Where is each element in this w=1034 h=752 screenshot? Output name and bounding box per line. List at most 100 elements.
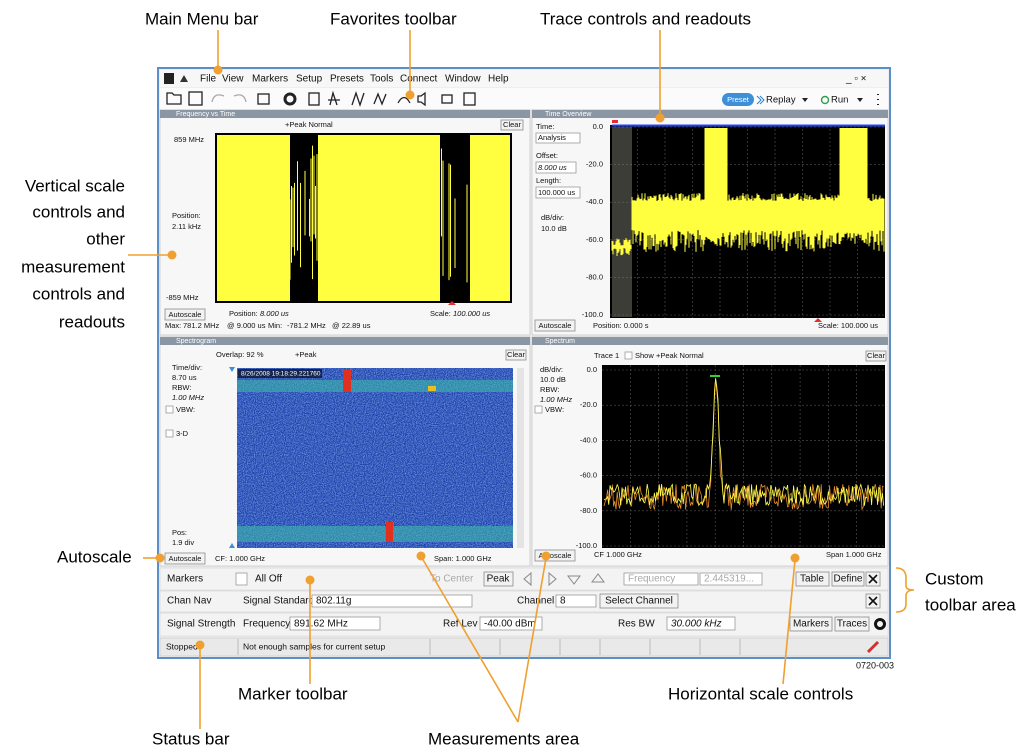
y-tick-label: -60.0	[580, 471, 597, 480]
leader-dot	[305, 575, 315, 585]
traces-button[interactable]	[834, 616, 870, 632]
show-checkbox[interactable]	[624, 351, 633, 360]
toolbar-label: Signal Strength	[167, 619, 235, 630]
time-marker	[612, 120, 618, 123]
callout: Main Menu bar	[145, 9, 259, 28]
pos-value: 1.9 div	[172, 538, 194, 547]
menu-item[interactable]: Presets	[330, 74, 364, 85]
menu-item[interactable]: Window	[445, 74, 481, 85]
menu-item[interactable]: Setup	[296, 74, 323, 85]
save-icon[interactable]	[188, 91, 203, 106]
peak-button[interactable]	[483, 571, 514, 587]
time-overview-panel: Time Overview Time: Analysis Offset: 8.0…	[531, 109, 889, 336]
length-value: 100.000 us	[538, 188, 575, 197]
preset-button[interactable]	[722, 93, 754, 106]
channel-value: 8	[560, 596, 566, 607]
select-channel-button[interactable]	[599, 593, 679, 609]
callout: readouts	[59, 312, 125, 331]
trace-icon[interactable]	[308, 92, 320, 106]
marker-nav-arrows[interactable]	[523, 571, 605, 587]
pos-label: Pos:	[172, 528, 187, 537]
scrollbar[interactable]	[517, 368, 524, 548]
menu-item[interactable]: Tools	[370, 74, 393, 85]
trace-detection: +Peak Normal	[656, 351, 704, 360]
markers-button[interactable]	[789, 616, 833, 632]
menu-item[interactable]: Help	[488, 74, 509, 85]
readout-type-dropdown[interactable]	[623, 572, 699, 586]
standard-dropdown[interactable]	[311, 594, 473, 608]
settings-icon[interactable]	[283, 92, 297, 106]
y-tick-label: -100.0	[582, 310, 603, 319]
menu-item[interactable]: Connect	[400, 74, 437, 85]
fvt-trace	[470, 135, 510, 301]
frequency-vs-time-panel: Frequency vs Time +Peak Normal Clear 859…	[159, 109, 531, 336]
window-icon[interactable]	[257, 93, 270, 105]
min-at: @ 22.89 us	[332, 321, 371, 330]
autoscale-label: Autoscale	[539, 321, 572, 330]
top-readout: 859 MHz	[174, 135, 204, 144]
length-input[interactable]	[535, 186, 581, 199]
open-icon[interactable]	[166, 92, 182, 105]
y-tick-label: -40.0	[586, 197, 603, 206]
redo-icon[interactable]	[233, 94, 247, 103]
spectrum-icon[interactable]	[373, 92, 387, 106]
undo-icon[interactable]	[211, 94, 225, 103]
res-bw-input[interactable]	[666, 616, 736, 631]
table-button[interactable]	[795, 571, 830, 587]
autoscale-button[interactable]	[534, 319, 576, 332]
markers-label: Markers	[793, 619, 829, 630]
demod-icon[interactable]	[397, 96, 411, 104]
ref-lev-input[interactable]	[479, 616, 543, 631]
menu-item[interactable]: Markers	[252, 74, 288, 85]
leader-dot	[416, 551, 426, 561]
trace-select[interactable]: Trace 1	[594, 351, 619, 360]
autoscale-button[interactable]	[534, 549, 576, 562]
trace-detection: +Peak	[295, 350, 317, 359]
menu-item[interactable]: View	[222, 74, 244, 85]
marker-dropdown[interactable]	[235, 572, 248, 586]
window-controls[interactable]: _ ▫ ×	[845, 74, 867, 85]
y-tick-label: -20.0	[586, 160, 603, 169]
replay-button[interactable]: Replay	[766, 95, 796, 106]
camera-icon[interactable]	[441, 94, 453, 104]
marker-icon[interactable]	[351, 90, 365, 108]
y-tick-label: -100.0	[576, 541, 597, 550]
readout-input[interactable]	[699, 572, 763, 586]
cf-readout: CF: 1.000 GHz	[215, 554, 265, 563]
dbdiv-label: dB/div:	[541, 213, 564, 222]
plot-area	[602, 365, 885, 548]
vbw-checkbox[interactable]	[165, 405, 174, 414]
callout: Vertical scale	[25, 176, 125, 195]
frequency-input[interactable]	[289, 616, 381, 631]
clear-button[interactable]	[505, 349, 527, 361]
peak-icon[interactable]	[328, 90, 340, 106]
run-button[interactable]: Run	[831, 95, 848, 106]
to-center-button[interactable]: To Center	[430, 574, 474, 585]
callout: toolbar area	[925, 595, 1016, 614]
time-marker	[814, 318, 822, 322]
clear-label: Clear	[867, 351, 885, 360]
position-label: Position:	[172, 211, 201, 220]
define-button[interactable]	[831, 571, 865, 587]
autoscale-button[interactable]	[164, 308, 206, 321]
threed-checkbox[interactable]	[165, 429, 174, 438]
toolbar-label: Markers	[167, 574, 203, 585]
vbw-checkbox[interactable]	[534, 405, 543, 414]
app-icon	[164, 73, 174, 84]
clear-button[interactable]	[865, 350, 887, 362]
status-message: Not enough samples for current setup	[243, 641, 385, 651]
callout: Autoscale	[57, 547, 132, 566]
preset-icon[interactable]	[463, 92, 476, 106]
audio-icon[interactable]	[417, 91, 426, 107]
callout: other	[86, 229, 125, 248]
clear-button[interactable]	[500, 119, 524, 131]
channel-input[interactable]	[555, 594, 597, 608]
autoscale-button[interactable]	[164, 552, 206, 565]
time-dropdown[interactable]	[535, 132, 581, 144]
callout: Horizontal scale controls	[668, 684, 853, 703]
toolbar-settings-icon[interactable]	[874, 618, 886, 630]
marker-select[interactable]: All Off	[255, 574, 282, 585]
spectrum-marker	[710, 375, 720, 377]
menu-item[interactable]: File	[200, 74, 217, 85]
offset-input[interactable]	[535, 161, 577, 174]
